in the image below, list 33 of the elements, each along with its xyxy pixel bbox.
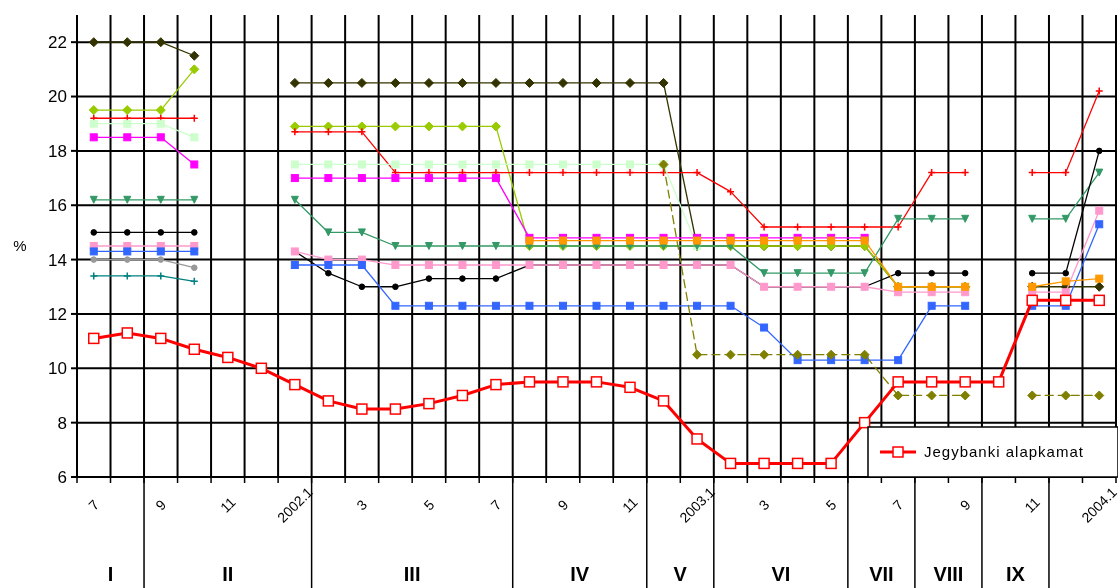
y-tick-label: 20 <box>48 87 67 107</box>
y-tick-label: 14 <box>48 250 67 270</box>
x-tick-label: 7 <box>487 496 505 514</box>
y-tick-label: 22 <box>48 33 67 53</box>
x-tick-label: 9 <box>152 496 170 514</box>
y-axis-title: % <box>13 237 27 255</box>
x-tick-label: 5 <box>822 496 840 514</box>
x-tick-label: 3 <box>353 496 371 514</box>
text: II <box>222 563 234 585</box>
y-tick-label: 18 <box>48 141 67 161</box>
x-tick-label: 7 <box>889 496 907 514</box>
text: IV <box>570 563 590 585</box>
x-tick-label: 3 <box>755 496 773 514</box>
x-tick-label: 9 <box>554 496 572 514</box>
y-tick-label: 12 <box>48 304 67 324</box>
text: VIII <box>933 563 964 585</box>
y-tick-label: 16 <box>48 196 67 216</box>
x-tick-label: 5 <box>420 496 438 514</box>
y-tick-label: 8 <box>57 413 67 433</box>
x-tick-label: 7 <box>85 496 103 514</box>
x-tick-label: 11 <box>216 493 239 516</box>
y-tick-label: 10 <box>48 359 67 379</box>
x-tick-label: 9 <box>956 496 974 514</box>
text: IX <box>1006 563 1026 585</box>
y-tick-label: 6 <box>57 467 67 487</box>
x-tick-label: 11 <box>619 493 641 516</box>
text: III <box>403 563 421 585</box>
x-tick-label: 11 <box>1021 493 1044 516</box>
text: I <box>107 563 114 585</box>
text: V <box>673 563 688 585</box>
text: VI <box>771 563 791 585</box>
text: VII <box>869 563 894 585</box>
legend-label: Jegybanki alapkamat <box>924 443 1084 461</box>
